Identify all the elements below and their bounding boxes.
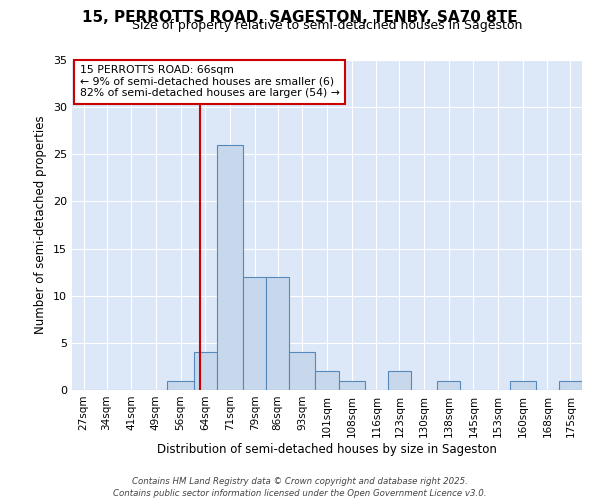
Bar <box>217 145 243 390</box>
Text: Contains HM Land Registry data © Crown copyright and database right 2025.
Contai: Contains HM Land Registry data © Crown c… <box>113 476 487 498</box>
Bar <box>167 380 194 390</box>
Title: Size of property relative to semi-detached houses in Sageston: Size of property relative to semi-detach… <box>132 20 522 32</box>
Bar <box>338 380 365 390</box>
Text: 15 PERROTTS ROAD: 66sqm
← 9% of semi-detached houses are smaller (6)
82% of semi: 15 PERROTTS ROAD: 66sqm ← 9% of semi-det… <box>80 65 340 98</box>
Bar <box>316 371 338 390</box>
Bar <box>437 380 460 390</box>
Bar <box>194 352 217 390</box>
X-axis label: Distribution of semi-detached houses by size in Sageston: Distribution of semi-detached houses by … <box>157 442 497 456</box>
Bar <box>559 380 582 390</box>
Text: 15, PERROTTS ROAD, SAGESTON, TENBY, SA70 8TE: 15, PERROTTS ROAD, SAGESTON, TENBY, SA70… <box>82 10 518 25</box>
Bar <box>509 380 536 390</box>
Bar <box>289 352 316 390</box>
Y-axis label: Number of semi-detached properties: Number of semi-detached properties <box>34 116 47 334</box>
Bar <box>388 371 411 390</box>
Bar <box>243 277 266 390</box>
Bar <box>266 277 289 390</box>
